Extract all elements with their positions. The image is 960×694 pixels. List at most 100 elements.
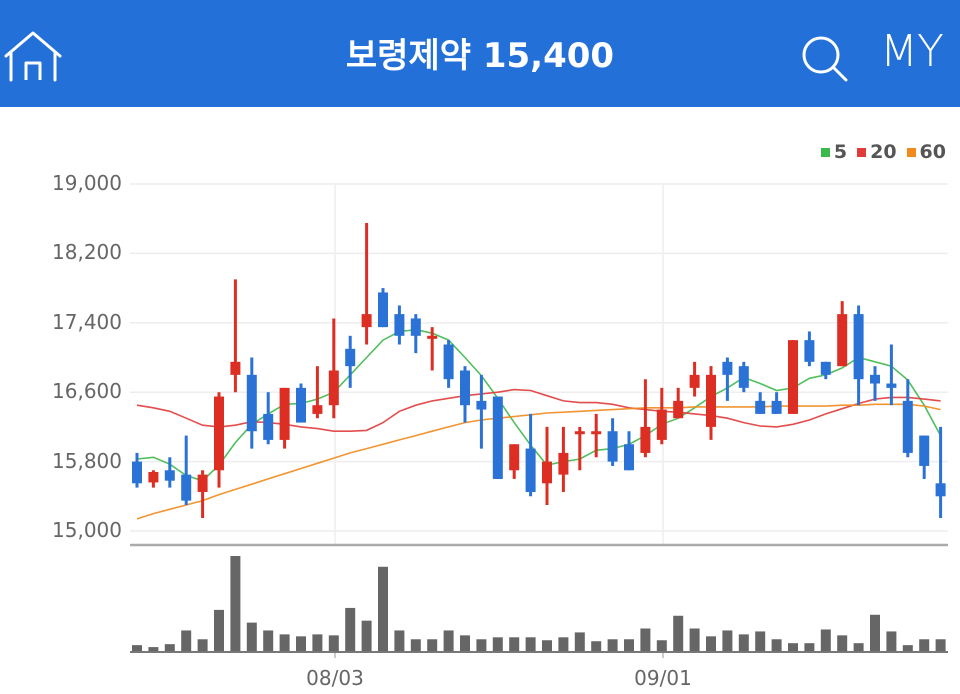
candle-body bbox=[788, 340, 798, 414]
candle-body bbox=[214, 396, 224, 471]
candle-body bbox=[197, 474, 208, 492]
ma20-swatch-icon bbox=[857, 147, 867, 157]
y-tick-label: 15,000 bbox=[52, 518, 122, 542]
legend-label: 20 bbox=[870, 141, 897, 163]
volume-bar bbox=[722, 630, 733, 652]
volume-bar bbox=[640, 628, 651, 652]
volume-bar bbox=[755, 631, 766, 652]
candle-body bbox=[525, 448, 536, 492]
candle-body bbox=[853, 314, 864, 380]
candle-body bbox=[328, 370, 339, 406]
top-bar: 보령제약 15,400 MY bbox=[0, 0, 960, 107]
candle-body bbox=[706, 374, 716, 427]
candle-body bbox=[181, 474, 192, 501]
home-icon bbox=[4, 31, 62, 82]
volume-bar bbox=[181, 630, 192, 652]
my-menu-button[interactable]: MY bbox=[880, 26, 944, 77]
candle-body bbox=[755, 400, 766, 414]
volume-bar bbox=[427, 639, 438, 652]
volume-bar bbox=[263, 630, 274, 652]
volume-bar bbox=[574, 632, 585, 652]
volume-bar bbox=[361, 620, 372, 652]
candle-body bbox=[345, 348, 356, 367]
candle-body bbox=[312, 405, 323, 414]
search-icon bbox=[802, 36, 848, 82]
candle-body bbox=[607, 431, 618, 462]
volume-bar bbox=[132, 645, 142, 652]
candle-body bbox=[460, 370, 470, 406]
volume-bar bbox=[443, 630, 454, 652]
candle-body bbox=[492, 396, 503, 479]
candle-body bbox=[476, 400, 487, 410]
candle-body bbox=[919, 435, 930, 466]
candle-body bbox=[246, 374, 257, 432]
legend-label: 5 bbox=[833, 141, 848, 163]
candle-body bbox=[296, 387, 306, 423]
y-tick-label: 17,400 bbox=[52, 309, 122, 334]
volume-bar bbox=[246, 622, 257, 652]
volume-bar bbox=[197, 639, 208, 652]
volume-bar bbox=[525, 637, 536, 652]
ma20-line bbox=[136, 388, 941, 433]
volume-bar bbox=[492, 637, 503, 652]
volume-bar bbox=[542, 640, 552, 652]
candle-body bbox=[886, 383, 897, 388]
volume-bar bbox=[788, 643, 798, 652]
ma60-swatch-icon bbox=[906, 147, 916, 157]
candle-body bbox=[361, 314, 372, 328]
candle-body bbox=[394, 314, 405, 336]
candle-body bbox=[624, 444, 634, 471]
volume-bar bbox=[853, 643, 864, 652]
volume-bar bbox=[345, 607, 356, 652]
candle-body bbox=[689, 374, 700, 388]
candle-body bbox=[722, 361, 733, 375]
legend-item-ma5[interactable]: 5 bbox=[820, 141, 848, 163]
search-button[interactable] bbox=[800, 34, 852, 82]
volume-bar bbox=[624, 639, 634, 652]
candle-body bbox=[164, 470, 175, 481]
volume-bar bbox=[509, 637, 520, 652]
candle-body bbox=[427, 335, 438, 339]
volume-bar bbox=[673, 615, 684, 652]
volume-bar bbox=[164, 644, 175, 652]
volume-bar bbox=[738, 634, 749, 652]
chart-legend: 5 20 60 bbox=[817, 141, 946, 163]
volume-bar bbox=[476, 639, 487, 652]
candle-body bbox=[542, 461, 552, 484]
page-title: 보령제약 15,400 bbox=[345, 36, 615, 76]
volume-bar bbox=[312, 634, 323, 652]
ma60-line bbox=[136, 403, 941, 520]
ma5-swatch-icon bbox=[820, 147, 830, 157]
candle-body bbox=[509, 444, 520, 471]
candle-body bbox=[870, 374, 880, 384]
volume-bar bbox=[886, 631, 897, 652]
legend-item-ma60[interactable]: 60 bbox=[906, 141, 946, 163]
volume-bar bbox=[656, 640, 667, 652]
candle-body bbox=[410, 318, 421, 336]
candle-body bbox=[820, 361, 831, 375]
candle-body bbox=[837, 314, 848, 367]
volume-bar bbox=[837, 635, 848, 652]
x-tick-label: 08/03 bbox=[306, 666, 364, 690]
candle-body bbox=[640, 426, 651, 453]
candle-body bbox=[230, 361, 241, 375]
volume-bar bbox=[706, 636, 716, 652]
candle-body bbox=[656, 409, 667, 440]
candle-body bbox=[771, 400, 782, 414]
legend-item-ma20[interactable]: 20 bbox=[857, 141, 897, 163]
volume-bar bbox=[935, 639, 946, 652]
volume-bar bbox=[410, 639, 421, 652]
volume-bar bbox=[870, 614, 880, 652]
legend-label: 60 bbox=[919, 141, 946, 163]
y-tick-label: 15,800 bbox=[52, 448, 122, 473]
candle-body bbox=[263, 413, 274, 440]
volume-bar bbox=[460, 635, 470, 652]
volume-bar bbox=[689, 628, 700, 652]
volume-bar bbox=[771, 639, 782, 652]
volume-bar bbox=[328, 635, 339, 652]
home-button[interactable] bbox=[3, 30, 63, 82]
volume-bar bbox=[378, 566, 388, 652]
volume-bar bbox=[279, 634, 290, 652]
volume-bar bbox=[820, 629, 831, 652]
